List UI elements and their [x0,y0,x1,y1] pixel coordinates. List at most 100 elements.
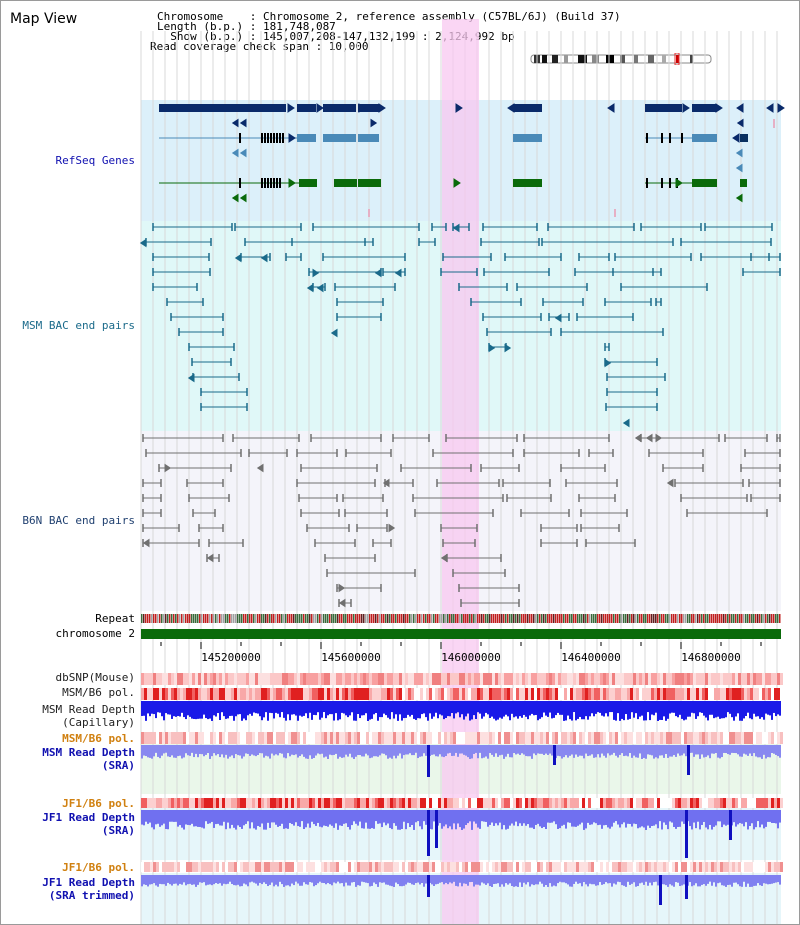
msm-bac-pair[interactable] [612,268,662,276]
msm-bac-pair[interactable] [483,268,550,276]
jf1-b6-pol-track-2[interactable] [141,862,783,872]
b6n-bac-pair[interactable] [460,599,520,607]
b6n-bac-pair[interactable] [458,584,520,592]
b6n-bac-pair[interactable] [192,509,216,517]
b6n-bac-pair[interactable] [400,464,472,472]
b6n-bac-pair[interactable] [300,509,340,517]
b6n-bac-pair[interactable] [345,449,392,457]
jf1-depth-sra-track[interactable] [141,810,781,858]
b6n-bac-pair[interactable] [356,524,388,532]
msm-depth-sra-track[interactable] [141,745,781,777]
b6n-bac-pair[interactable] [776,434,781,442]
msm-bac-pair[interactable] [152,283,198,291]
msm-b6-pol-track-2[interactable] [141,732,783,744]
b6n-bac-pair[interactable] [372,539,392,547]
b6n-bac-pair[interactable] [580,524,620,532]
b6n-bac-pair[interactable] [298,494,338,502]
msm-bac-pair[interactable] [200,388,248,396]
b6n-bac-pair[interactable] [142,479,162,487]
msm-bac-pair[interactable] [312,223,420,231]
b6n-bac-pair[interactable] [662,464,704,472]
msm-bac-pair[interactable] [504,253,562,261]
msm-bac-pair[interactable] [742,268,781,276]
msm-bac-pair[interactable] [516,283,588,291]
msm-bac-pair[interactable] [486,328,552,336]
b6n-bac-pair[interactable] [142,524,180,532]
msm-bac-pair[interactable] [442,253,492,261]
msm-bac-pair[interactable] [234,223,302,231]
b6n-bac-pair[interactable] [412,494,504,502]
b6n-bac-pair[interactable] [326,569,416,577]
b6n-bac-pair[interactable] [248,449,288,457]
b6n-bac-pair[interactable] [208,539,244,547]
b6n-bac-pair[interactable] [680,494,748,502]
b6n-bac-pair[interactable] [560,464,606,472]
msm-bac-pair[interactable] [188,343,235,351]
b6n-bac-pair[interactable] [188,494,230,502]
msm-bac-pair[interactable] [614,253,692,261]
msm-bac-pair[interactable] [334,283,396,291]
msm-bac-pair[interactable] [482,313,542,321]
b6n-bac-pair[interactable] [142,509,162,517]
msm-bac-pair[interactable] [440,268,478,276]
b6n-bac-pair[interactable] [520,509,570,517]
b6n-bac-pair[interactable] [565,479,618,487]
jf1-depth-trimmed-track[interactable] [141,875,781,905]
b6n-bac-pair[interactable] [578,494,616,502]
b6n-bac-pair[interactable] [585,539,636,547]
b6n-bac-pair[interactable] [186,479,224,487]
msm-b6-pol-track[interactable] [141,688,783,700]
msm-bac-pair[interactable] [285,253,302,261]
msm-bac-pair[interactable] [152,268,211,276]
msm-bac-pair[interactable] [191,358,232,366]
msm-bac-pair[interactable] [178,328,224,336]
b6n-bac-pair[interactable] [142,494,162,502]
b6n-bac-pair[interactable] [674,479,744,487]
b6n-bac-pair[interactable] [142,434,224,442]
msm-bac-pair[interactable] [482,223,538,231]
msm-bac-pair[interactable] [336,298,384,306]
b6n-bac-pair[interactable] [306,524,350,532]
msm-bac-pair[interactable] [200,403,248,411]
msm-bac-pair[interactable] [560,328,664,336]
b6n-bac-pair[interactable] [392,434,430,442]
msm-bac-pair[interactable] [541,238,674,246]
msm-bac-pair[interactable] [480,238,540,246]
b6n-bac-pair[interactable] [296,449,338,457]
b6n-bac-pair[interactable] [748,479,781,487]
msm-bac-pair[interactable] [620,283,708,291]
b6n-bac-pair[interactable] [686,509,768,517]
msm-bac-pair[interactable] [640,223,702,231]
b6n-bac-pair[interactable] [452,569,506,577]
b6n-bac-pair[interactable] [436,479,500,487]
msm-bac-pair[interactable] [470,298,522,306]
msm-bac-pair[interactable] [606,388,658,396]
msm-bac-pair[interactable] [655,298,662,306]
b6n-bac-pair[interactable] [480,464,520,472]
msm-bac-pair[interactable] [578,253,610,261]
b6n-bac-pair[interactable] [750,494,781,502]
b6n-bac-pair[interactable] [502,479,551,487]
dbsnp-track[interactable] [141,673,783,685]
msm-bac-pair[interactable] [152,253,210,261]
b6n-bac-pair[interactable] [648,449,704,457]
b6n-bac-pair[interactable] [432,449,514,457]
msm-depth-capillary-track[interactable] [141,701,781,721]
b6n-bac-pair[interactable] [523,434,610,442]
b6n-bac-pair[interactable] [414,509,494,517]
msm-bac-pair[interactable] [418,238,436,246]
b6n-bac-pair[interactable] [145,449,242,457]
b6n-bac-pair[interactable] [580,509,628,517]
msm-bac-pair[interactable] [458,283,508,291]
repeat-track[interactable] [141,614,781,623]
msm-bac-pair[interactable] [605,403,658,411]
msm-bac-pair[interactable] [291,238,366,246]
msm-bac-pair[interactable] [322,253,406,261]
msm-bac-pair[interactable] [606,373,666,381]
msm-bac-pair[interactable] [704,223,773,231]
msm-bac-pair[interactable] [152,223,233,231]
msm-bac-pair[interactable] [431,223,447,231]
msm-bac-pair[interactable] [604,343,610,351]
b6n-bac-pair[interactable] [344,509,388,517]
